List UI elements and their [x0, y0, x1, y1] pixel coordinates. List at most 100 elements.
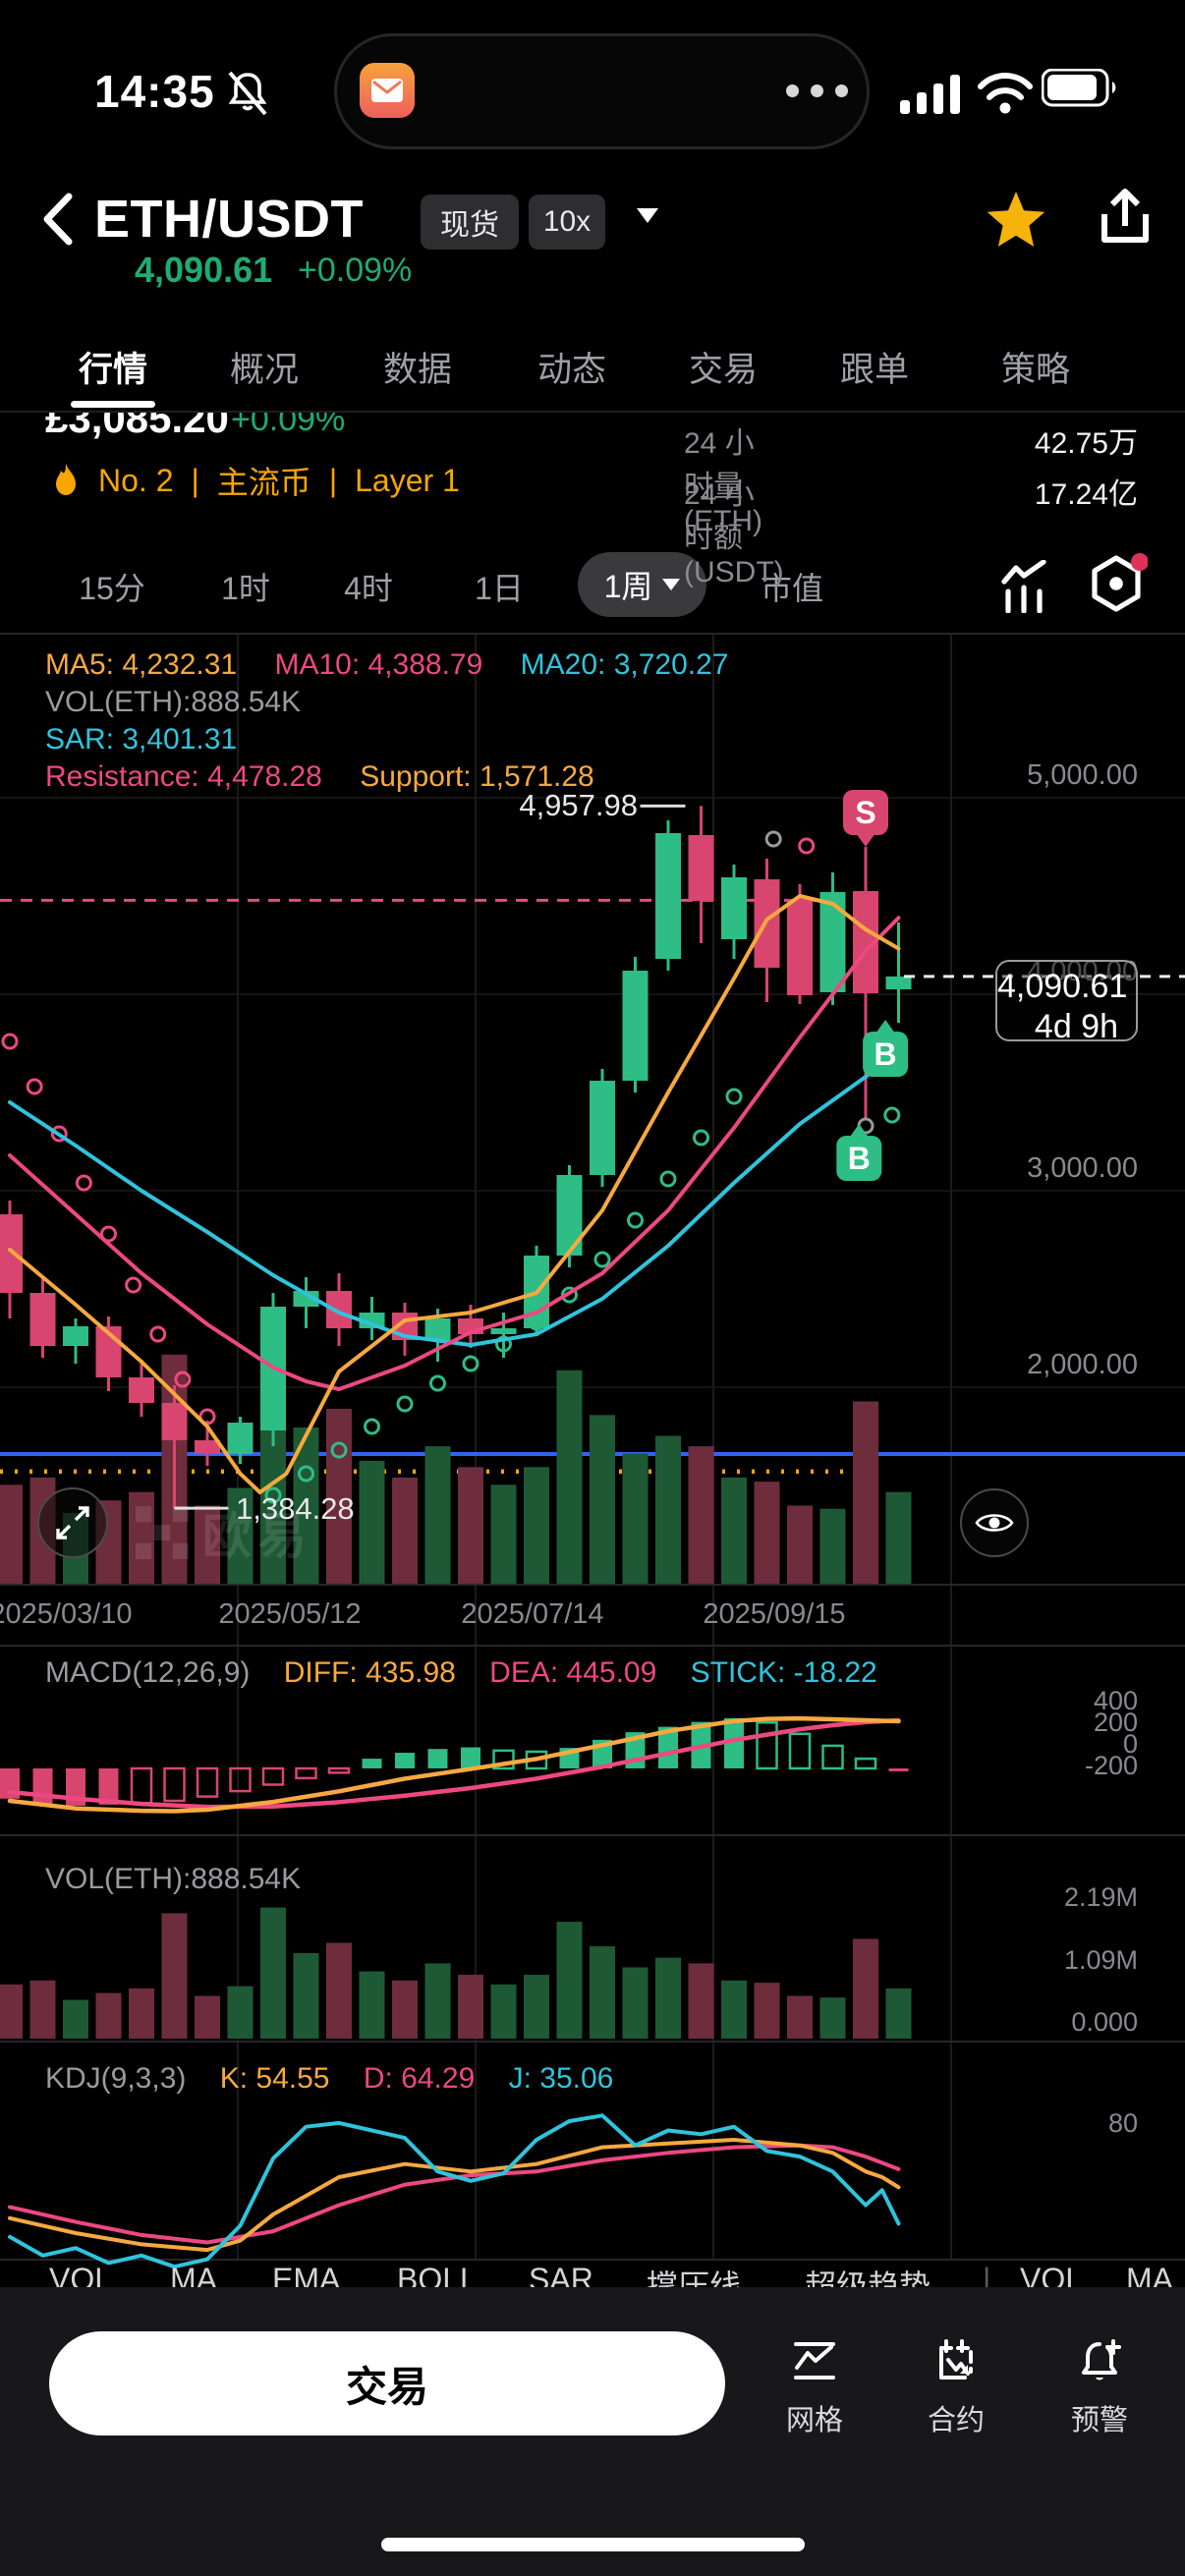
grid-trading-label: 网格 [785, 2405, 843, 2436]
eye-icon [975, 1514, 1014, 1532]
timeframe-1d[interactable]: 1日 [475, 571, 524, 606]
separator: | [328, 462, 338, 498]
svg-text:2,000.00: 2,000.00 [1027, 1349, 1138, 1380]
svg-text:0: 0 [1123, 1729, 1138, 1759]
market-cap-tab[interactable]: 市值 [760, 571, 824, 606]
visibility-button[interactable] [960, 1488, 1029, 1557]
trade-button[interactable]: 交易 [49, 2331, 725, 2436]
island-more-dots[interactable] [786, 84, 875, 97]
alert-bell-icon [1082, 2339, 1121, 2380]
timeframe-15m[interactable]: 15分 [79, 571, 145, 606]
timeframe-1h[interactable]: 1时 [221, 571, 270, 606]
divider [0, 411, 1185, 413]
token-rank-row[interactable]: No. 2 | 主流币 | Layer 1 [51, 458, 460, 503]
tab-copy-trading[interactable]: 跟单 [839, 351, 910, 389]
separator: | [191, 462, 199, 498]
status-time: 14:35 [94, 66, 215, 117]
tab-data[interactable]: 数据 [382, 351, 453, 389]
kdj-k: K: 54.55 [219, 2062, 330, 2095]
strip-divider: | [983, 2262, 991, 2297]
chart-style-icon[interactable] [1000, 560, 1049, 613]
kdj-d: D: 64.29 [363, 2062, 476, 2095]
svg-text:-200: -200 [1085, 1751, 1138, 1780]
active-tab-underline [71, 401, 155, 408]
pair-title[interactable]: ETH/USDT [94, 190, 364, 249]
svg-text:80: 80 [1108, 2108, 1138, 2138]
pair-dropdown-icon[interactable] [637, 208, 658, 223]
svg-text:2025/07/14: 2025/07/14 [461, 1598, 603, 1630]
ma5-value: MA5: 4,232.31 [45, 648, 238, 681]
resistance-value: Resistance: 4,478.28 [45, 760, 322, 793]
vol-legend: VOL(ETH):888.54K [45, 686, 330, 719]
svg-text:200: 200 [1094, 1708, 1138, 1737]
tab-overview[interactable]: 概况 [229, 351, 300, 389]
svg-text:2025/03/10: 2025/03/10 [0, 1598, 133, 1630]
alert-label: 预警 [1070, 2405, 1128, 2436]
macd-diff: DIFF: 435.98 [283, 1656, 456, 1689]
macd-dea: DEA: 445.09 [489, 1656, 657, 1689]
alert-button[interactable]: 预警 [1031, 2338, 1168, 2438]
macd-title: MACD(12,26,9) [45, 1656, 251, 1689]
expand-icon [56, 1506, 89, 1540]
dynamic-island[interactable] [334, 33, 870, 149]
grid-trading-icon [794, 2342, 835, 2380]
kdj-title: KDJ(9,3,3) [45, 2062, 187, 2095]
tag-layer1: Layer 1 [355, 462, 460, 498]
price-chart[interactable]: SBB5,000.004,000.003,000.002,000.002025/… [0, 0, 1185, 2343]
high-price-label: 4,957.98 [519, 788, 638, 822]
svg-text:2025/05/12: 2025/05/12 [218, 1598, 361, 1630]
timeframe-selected-label: 1周 [603, 569, 653, 604]
support-value: Support: 1,571.28 [360, 760, 594, 793]
last-price: 4,090.61 [997, 968, 1128, 1005]
svg-text:5,000.00: 5,000.00 [1027, 759, 1138, 791]
ma20-value: MA20: 3,720.27 [520, 648, 729, 681]
okx-logo-icon [136, 1506, 189, 1559]
svg-text:0.000: 0.000 [1071, 2007, 1138, 2037]
header-price: 4,090.61 [135, 250, 273, 290]
ma10-value: MA10: 4,388.79 [274, 648, 483, 681]
tab-trade[interactable]: 交易 [688, 351, 759, 389]
home-indicator[interactable] [381, 2538, 805, 2551]
svg-text:2025/09/15: 2025/09/15 [703, 1598, 845, 1630]
fullscreen-button[interactable] [37, 1487, 108, 1558]
tab-news[interactable]: 动态 [536, 351, 607, 389]
market-type-badge: 现货 [421, 195, 519, 250]
sar-value: SAR: 3,401.31 [45, 723, 238, 756]
share-icon[interactable] [1093, 187, 1157, 252]
tab-quotes[interactable]: 行情 [78, 351, 148, 389]
tab-strategy[interactable]: 策略 [1000, 351, 1071, 389]
favorite-star-icon[interactable] [985, 189, 1047, 250]
stat-24h-volume-label: 24 小时量 (ETH) [684, 427, 762, 537]
svg-text:S: S [855, 795, 875, 830]
kdj-j: J: 35.06 [508, 2062, 614, 2095]
back-icon[interactable] [37, 191, 79, 248]
vol-value: VOL(ETH):888.54K [45, 686, 302, 718]
low-price-label: 1,384.28 [236, 1491, 355, 1526]
futures-label: 合约 [927, 2405, 985, 2436]
chart-settings-icon[interactable] [1085, 552, 1148, 615]
wifi-icon [978, 73, 1033, 114]
grid-trading-button[interactable]: 网格 [746, 2338, 883, 2438]
timeframe-selected[interactable]: 1周 [578, 552, 706, 617]
flame-icon [56, 463, 76, 495]
last-price-tag[interactable]: 4,090.61 4d 9h [995, 960, 1138, 1045]
sar-legend: SAR: 3,401.31 [45, 723, 266, 756]
mail-notification-icon[interactable] [360, 63, 415, 118]
vol-panel-title: VOL(ETH):888.54K [45, 1863, 302, 1895]
exchange-watermark: 欧易 [136, 1497, 312, 1568]
bottom-action-bar: 交易 网格 合约 预警 [0, 2287, 1185, 2576]
rank-badge: No. 2 [98, 462, 174, 498]
ma-legend: MA5: 4,232.31 MA10: 4,388.79 MA20: 3,720… [45, 648, 758, 682]
svg-text:1.09M: 1.09M [1064, 1945, 1138, 1975]
macd-stick: STICK: -18.22 [690, 1656, 877, 1689]
timeframe-4h[interactable]: 4时 [344, 571, 393, 606]
battery-icon [1042, 69, 1116, 107]
candle-countdown: 4d 9h [1034, 1008, 1118, 1045]
notifications-muted-icon [228, 71, 267, 116]
svg-text:B: B [875, 1036, 897, 1072]
watermark-text: 欧易 [202, 1509, 312, 1564]
futures-button[interactable]: 合约 [887, 2338, 1025, 2438]
top-block: 14:35 ETH/USDT 现货 10x 4,090.61 +0.09% 行情… [0, 0, 1185, 413]
svg-text:3,000.00: 3,000.00 [1027, 1152, 1138, 1184]
futures-icon [939, 2339, 973, 2380]
